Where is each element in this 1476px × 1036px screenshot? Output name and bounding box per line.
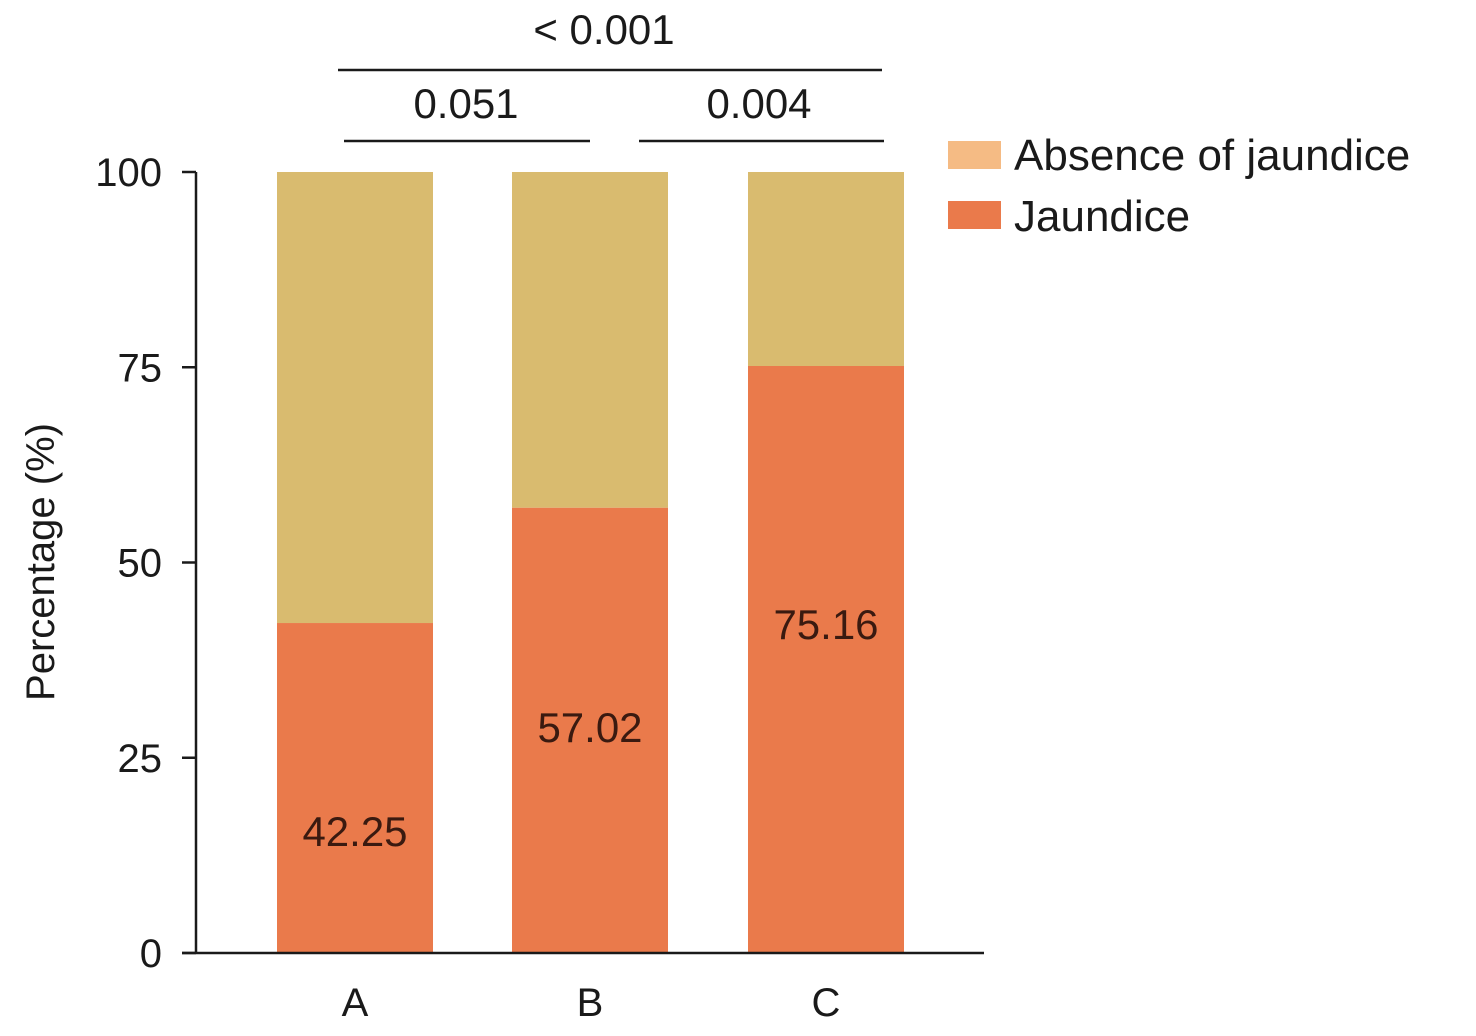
legend-label-jaundice: Jaundice	[1014, 192, 1190, 241]
legend-swatch-absence-of-jaundice	[948, 141, 1001, 169]
data-label-a: 42.25	[302, 808, 407, 855]
y-tick-label-75: 75	[118, 346, 163, 390]
y-tick-label-0: 0	[140, 932, 162, 976]
significance-brackets: < 0.001 0.051 0.004	[338, 6, 884, 143]
data-labels-group: 42.25 57.02 75.16	[302, 601, 878, 855]
bar-a-jaundice	[277, 623, 433, 953]
bar-b-jaundice	[512, 507, 668, 953]
data-label-c: 75.16	[773, 601, 878, 648]
bars-group	[277, 172, 904, 954]
legend: Absence of jaundice Jaundice	[948, 131, 1410, 241]
bar-a-absence-of-jaundice	[277, 172, 433, 624]
y-axis-title: Percentage (%)	[19, 423, 63, 701]
legend-swatch-jaundice	[948, 201, 1001, 229]
y-tick-label-50: 50	[118, 542, 163, 586]
x-tick-label-a: A	[342, 981, 369, 1025]
x-tick-label-c: C	[812, 981, 841, 1025]
y-tick-label-25: 25	[118, 737, 163, 781]
bar-c-jaundice	[748, 366, 904, 954]
y-ticks-group: 0 25 50 75 100	[95, 151, 196, 976]
bar-c-absence-of-jaundice	[748, 172, 904, 367]
bar-b-absence-of-jaundice	[512, 172, 668, 508]
x-tick-label-b: B	[577, 981, 604, 1025]
sig-label-a-c: < 0.001	[533, 6, 674, 53]
y-tick-label-100: 100	[95, 151, 162, 195]
legend-label-absence-of-jaundice: Absence of jaundice	[1014, 131, 1410, 180]
x-ticks-group: A B C	[342, 981, 841, 1025]
sig-label-a-b: 0.051	[413, 80, 518, 127]
sig-label-b-c: 0.004	[706, 80, 811, 127]
data-label-b: 57.02	[537, 704, 642, 751]
